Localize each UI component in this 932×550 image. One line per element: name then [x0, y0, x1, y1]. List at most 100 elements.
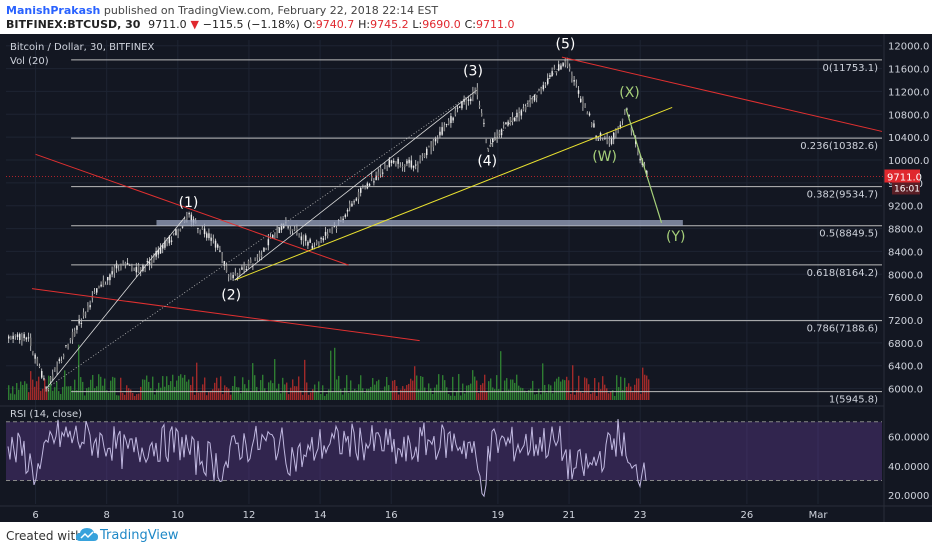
author-link[interactable]: ManishPrakash [6, 4, 101, 17]
candle-body [377, 171, 380, 178]
rsi-tick-label: 40.0000 [888, 462, 929, 473]
volume-bar [474, 376, 476, 400]
x-tick-label: 26 [741, 510, 754, 521]
tradingview-brand[interactable]: TradingView [100, 528, 179, 543]
volume-bar [638, 378, 640, 400]
ohlc-open: 9740.7 [315, 18, 355, 31]
candle-body [104, 284, 107, 286]
candle-body [619, 124, 622, 128]
volume-bar [124, 394, 126, 400]
candle-body [289, 228, 292, 231]
volume-bar [156, 389, 158, 400]
candle-body [437, 139, 439, 141]
candle-body [30, 337, 32, 346]
volume-bar [354, 388, 356, 400]
candle-body [615, 129, 617, 136]
ohlc-low-label: L: [412, 18, 423, 31]
y-tick-label: 6000.0 [888, 385, 923, 396]
candle-body [197, 228, 199, 230]
volume-bar [168, 385, 170, 400]
candle-body [63, 355, 65, 357]
candle-body [96, 288, 98, 293]
volume-bar [490, 378, 492, 400]
candle-body [38, 366, 41, 368]
price-chart[interactable]: 0(11753.1) 0.236(10382.6) 0.382(9534.7) 0.5… [0, 34, 932, 522]
volume-bar [322, 385, 324, 400]
candle-body [366, 183, 369, 189]
volume-bar [536, 393, 538, 400]
candle-body [461, 101, 463, 109]
candle-body [360, 187, 362, 193]
candle-body [65, 345, 67, 347]
candle-body [637, 147, 639, 153]
volume-bar [574, 394, 576, 400]
volume-bar [478, 393, 480, 400]
candle-body [386, 165, 388, 167]
volume-bar [26, 383, 28, 400]
candle-body [8, 336, 10, 339]
candle-body [463, 100, 465, 102]
candle-body [177, 231, 179, 234]
volume-bar [254, 375, 256, 400]
candle-body [164, 241, 166, 248]
candle-body [516, 112, 518, 118]
volume-bar [340, 389, 342, 400]
candle-body [21, 336, 23, 341]
candle-body [430, 143, 432, 151]
candle-body [87, 306, 89, 311]
volume-bar [558, 376, 560, 400]
candle-body [298, 235, 300, 238]
volume-bar [596, 395, 598, 400]
volume-bar [376, 381, 378, 400]
y-tick-label: 12000.0 [888, 42, 929, 53]
volume-bar [96, 386, 98, 400]
candle-body [208, 233, 210, 239]
volume-bar [488, 381, 490, 400]
volume-bar [522, 388, 524, 400]
volume-bar [52, 390, 54, 400]
candle-body [406, 160, 408, 164]
candle-body [335, 227, 338, 229]
volume-bar [346, 375, 348, 400]
y-tick-label: 11200.0 [888, 87, 929, 98]
candle-body [144, 268, 146, 271]
volume-bar [40, 390, 42, 400]
candle-body [120, 263, 122, 270]
lower-trendline [31, 288, 420, 342]
candle-body [355, 198, 358, 201]
volume-bar [392, 380, 394, 400]
volume-bar [200, 392, 202, 400]
volume-bar [412, 380, 414, 400]
volume-bar [626, 386, 628, 400]
candle-body [80, 323, 83, 325]
volume-bar [338, 375, 340, 400]
candle-body [124, 263, 127, 265]
volume-bar [394, 379, 396, 400]
volume-bar [250, 390, 252, 400]
candle-body [155, 251, 157, 257]
candle-body [212, 238, 215, 240]
tradingview-cloud-icon [76, 528, 98, 541]
volume-bar [20, 381, 22, 400]
candle-body [265, 248, 267, 250]
candle-body [27, 337, 30, 339]
candle-body [439, 131, 441, 136]
volume-bar [604, 384, 606, 400]
volume-bar [280, 393, 282, 400]
volume-bar [566, 376, 568, 400]
candle-body [225, 265, 228, 273]
candle-body [153, 254, 155, 261]
volume-bar [42, 388, 44, 400]
volume-bar [496, 375, 498, 400]
volume-bar [418, 389, 420, 400]
fib-level-label: 0.5(8849.5) [819, 229, 878, 240]
volume-bar [290, 387, 292, 400]
candle-body [443, 125, 446, 132]
volume-bar [620, 376, 622, 400]
volume-bar [468, 385, 470, 400]
candle-body [305, 235, 307, 241]
volume-bar [494, 389, 496, 400]
candle-body [580, 98, 582, 103]
candle-body [547, 78, 549, 84]
volume-bar [282, 377, 284, 400]
